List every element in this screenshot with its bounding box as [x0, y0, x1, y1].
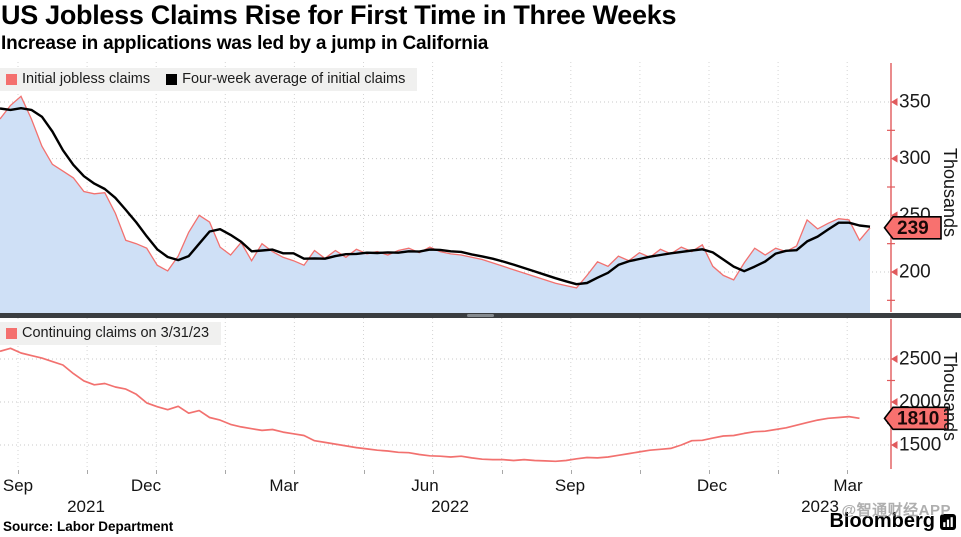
x-tick-mark	[225, 470, 227, 474]
bloomberg-wordmark: Bloomberg	[829, 510, 935, 532]
x-tick-label: Dec	[696, 476, 728, 495]
legend-swatch-icon	[166, 73, 178, 85]
x-tick-mark	[639, 470, 641, 474]
y-tick-label: 1500	[899, 435, 941, 456]
legend-item: Continuing claims on 3/31/23	[6, 326, 209, 341]
x-tick-mark	[570, 470, 572, 474]
x-year-label: 2021	[67, 497, 105, 516]
x-tick-label: Sep	[2, 476, 34, 495]
x-tick-label: Sep	[554, 476, 586, 495]
y-tick-label: 300	[899, 148, 931, 169]
x-axis: Sep Dec Mar Jun Sep Dec Mar 2021 2022 2023	[0, 470, 961, 518]
x-tick-label: Jun	[411, 476, 439, 495]
latest-value-text: 1810	[897, 408, 939, 429]
legend-label: Continuing claims on 3/31/23	[22, 325, 210, 341]
x-tick-mark	[432, 470, 434, 474]
x-tick-mark	[847, 470, 849, 474]
x-tick-label: Mar	[269, 476, 299, 495]
page-subtitle: Increase in applications was led by a ju…	[1, 33, 489, 54]
legend-item: Four-week average of initial claims	[166, 72, 405, 87]
continuing-claims-panel: 2500 2000 1500 1810 Continuing claims on 3/…	[0, 318, 961, 470]
bottom-legend: Continuing claims on 3/31/23	[0, 322, 222, 345]
y-tick-label: 350	[899, 92, 931, 113]
bloomberg-chart-icon	[940, 513, 956, 530]
initial-claims-area	[0, 96, 870, 313]
legend-item: Initial jobless claims	[6, 72, 150, 87]
y-tick-label: 2500	[899, 349, 941, 370]
latest-value-badge	[883, 216, 942, 240]
legend-label: Initial jobless claims	[22, 71, 151, 87]
legend-swatch-icon	[6, 73, 17, 85]
initial-claims-panel: 350 300 250 200 239 Initial jobless claims Fo…	[0, 62, 961, 313]
watermark: @智通财经APP	[841, 502, 951, 519]
x-tick-mark	[709, 470, 710, 474]
page-title: US Jobless Claims Rise for First Time in…	[1, 0, 677, 30]
x-year-label: 2022	[431, 497, 469, 516]
x-tick-label: Mar	[833, 476, 863, 495]
latest-value-badge	[883, 406, 949, 431]
x-tick-mark	[363, 470, 365, 474]
bloomberg-logo: Bloomberg	[829, 510, 956, 533]
top-axis-unit-label: Thousands	[940, 148, 960, 238]
divider-drag-handle[interactable]	[467, 314, 494, 317]
x-tick-mark	[778, 470, 780, 474]
x-tick-mark	[87, 470, 89, 474]
x-tick-label: Dec	[130, 476, 162, 495]
latest-value-text: 239	[897, 218, 929, 239]
continuing-claims-line	[0, 347, 860, 463]
x-year-label: 2023	[801, 497, 839, 516]
top-legend: Initial jobless claims Four-week average …	[0, 68, 418, 91]
four-week-average-line	[0, 107, 871, 286]
x-tick-mark	[18, 470, 19, 474]
source-note: Source: Labor Department	[3, 519, 174, 534]
chart-divider[interactable]	[0, 313, 961, 318]
bottom-axis-unit-label: Thousands	[940, 352, 960, 442]
x-tick-mark	[294, 470, 296, 474]
x-tick-mark	[156, 470, 158, 474]
legend-swatch-icon	[6, 327, 17, 339]
x-tick-mark	[501, 470, 503, 474]
legend-label: Four-week average of initial claims	[182, 71, 406, 87]
y-tick-label: 200	[899, 262, 931, 283]
